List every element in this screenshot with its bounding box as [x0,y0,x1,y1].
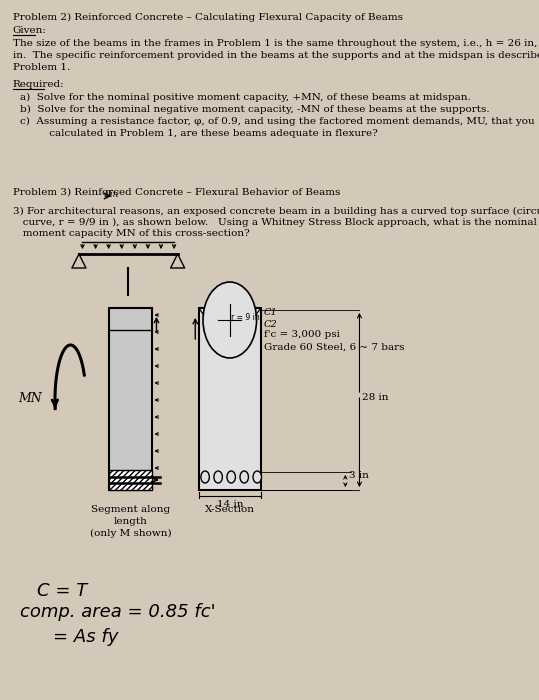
Text: C2: C2 [264,320,278,329]
Circle shape [253,471,261,483]
Circle shape [214,471,223,483]
Text: Given:: Given: [13,26,46,35]
Text: a)  Solve for the nominal positive moment capacity, +MN, of these beams at midsp: a) Solve for the nominal positive moment… [20,93,471,102]
Text: C1: C1 [264,308,278,317]
Text: Problem 2) Reinforced Concrete – Calculating Flexural Capacity of Beams: Problem 2) Reinforced Concrete – Calcula… [13,13,403,22]
Text: 28 in: 28 in [362,393,389,402]
Text: The size of the beams in the frames in Problem 1 is the same throughout the syst: The size of the beams in the frames in P… [13,39,539,72]
Text: Segment along
length
(only M shown): Segment along length (only M shown) [89,505,171,538]
Text: 3 in: 3 in [349,471,369,480]
Text: 14 in: 14 in [217,500,243,509]
Text: r = 9 in: r = 9 in [231,312,260,321]
Text: comp. area = 0.85 fc': comp. area = 0.85 fc' [20,603,216,621]
Text: f'c = 3,000 psi: f'c = 3,000 psi [264,330,340,339]
Circle shape [203,282,257,358]
Text: c)  Assuming a resistance factor, φ, of 0.9, and using the factored moment deman: c) Assuming a resistance factor, φ, of 0… [20,117,534,139]
Circle shape [201,471,209,483]
Text: curve, r = 9/9 in ), as shown below.   Using a Whitney Stress Block approach, wh: curve, r = 9/9 in ), as shown below. Usi… [13,218,536,227]
Text: b)  Solve for the nominal negative moment capacity, -MN of these beams at the su: b) Solve for the nominal negative moment… [20,105,489,114]
Text: 9in: 9in [105,190,119,199]
Text: = As fy: = As fy [53,628,118,646]
Text: 3) For architectural reasons, an exposed concrete beam in a building has a curve: 3) For architectural reasons, an exposed… [13,207,539,216]
Bar [109,470,151,490]
Text: MN: MN [18,391,42,405]
Bar [109,308,151,490]
Circle shape [227,471,236,483]
Text: Required:: Required: [13,80,64,89]
Text: C = T: C = T [37,582,87,600]
Text: X-Section: X-Section [205,505,255,514]
Circle shape [240,471,248,483]
Text: Problem 3) Reinforced Concrete – Flexural Behavior of Beams: Problem 3) Reinforced Concrete – Flexura… [13,188,340,197]
Text: Grade 60 Steel, 6 ~ 7 bars: Grade 60 Steel, 6 ~ 7 bars [264,343,405,352]
Bar [199,308,261,490]
Text: moment capacity MN of this cross-section?: moment capacity MN of this cross-section… [13,229,250,238]
